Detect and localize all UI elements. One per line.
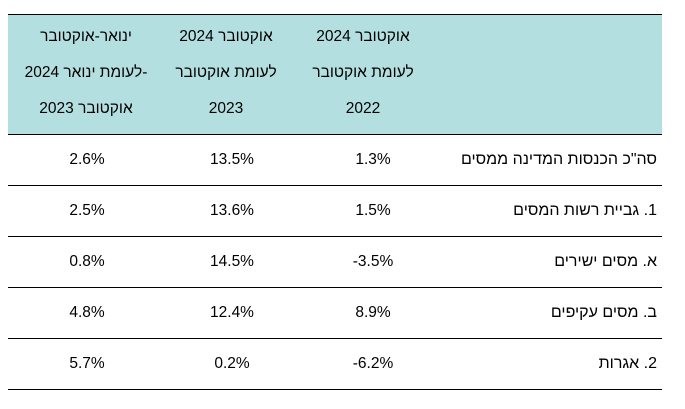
header-oct-vs-2022: אוקטובר 2024 לעומת אוקטובר 2022 xyxy=(293,15,433,134)
row-label: ב. מסים עקיפים xyxy=(550,304,657,321)
cell-jan-oct: 2.6% xyxy=(69,151,105,168)
tax-revenue-table: ינואר-אוקטובר 2024 לעומת ינואר- אוקטובר … xyxy=(8,14,662,390)
cell-oct-2022: 1.5% xyxy=(355,202,391,219)
row-label: 2. אגרות xyxy=(598,355,657,372)
header-jan-oct: ינואר-אוקטובר 2024 לעומת ינואר- אוקטובר … xyxy=(16,15,156,134)
cell-oct-2023: 14.5% xyxy=(210,253,254,270)
table-row: סה"כ הכנסות המדינה ממסים 2.6% 13.5% 1.3% xyxy=(8,135,662,186)
cell-jan-oct: 5.7% xyxy=(69,355,105,372)
table-header: ינואר-אוקטובר 2024 לעומת ינואר- אוקטובר … xyxy=(8,14,662,135)
row-label: 1. גביית רשות המסים xyxy=(513,202,657,219)
table-row: ב. מסים עקיפים 4.8% 12.4% 8.9% xyxy=(8,288,662,339)
cell-oct-2022: -3.5% xyxy=(352,253,394,270)
cell-jan-oct: 4.8% xyxy=(69,304,105,321)
header-text: אוקטובר 2023 xyxy=(39,100,133,117)
cell-oct-2022: -6.2% xyxy=(352,355,394,372)
cell-oct-2022: 8.9% xyxy=(355,304,391,321)
cell-jan-oct: 2.5% xyxy=(69,202,105,219)
header-text: לעומת אוקטובר xyxy=(175,64,277,81)
header-text: 2022 xyxy=(345,100,381,117)
cell-jan-oct: 0.8% xyxy=(69,253,105,270)
header-text: 2023 xyxy=(208,100,244,117)
cell-oct-2023: 13.5% xyxy=(210,151,254,168)
table-row: 1. גביית רשות המסים 2.5% 13.6% 1.5% xyxy=(8,186,662,237)
header-text: לעומת אוקטובר xyxy=(312,64,414,81)
header-text: אוקטובר 2024 xyxy=(316,28,410,45)
table-row: א. מסים ישירים 0.8% 14.5% -3.5% xyxy=(8,237,662,288)
header-text: ינואר-אוקטובר xyxy=(40,28,132,45)
row-label: סה"כ הכנסות המדינה ממסים xyxy=(460,151,657,168)
table-row: 2. אגרות 5.7% 0.2% -6.2% xyxy=(8,339,662,390)
cell-oct-2023: 0.2% xyxy=(214,355,250,372)
header-text: אוקטובר 2024 xyxy=(179,28,273,45)
cell-oct-2022: 1.3% xyxy=(355,151,391,168)
row-label: א. מסים ישירים xyxy=(554,253,657,270)
cell-oct-2023: 13.6% xyxy=(210,202,254,219)
cell-oct-2023: 12.4% xyxy=(210,304,254,321)
header-oct-vs-2023: אוקטובר 2024 לעומת אוקטובר 2023 xyxy=(156,15,296,134)
header-text: 2024 לעומת ינואר- xyxy=(24,64,148,81)
